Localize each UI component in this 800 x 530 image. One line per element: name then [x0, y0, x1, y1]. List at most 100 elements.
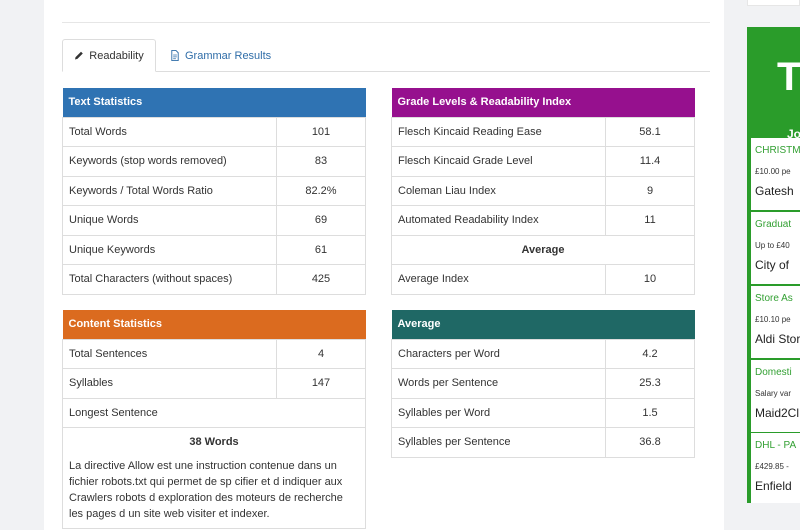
job-card[interactable]: DHL - PA £429.85 - Enfield [751, 433, 800, 503]
longest-sentence-cell: 38 Words La directive Allow est une inst… [62, 427, 366, 529]
row-value: 10 [605, 264, 695, 295]
table-row: Longest Sentence [62, 397, 366, 428]
row-label: Automated Readability Index [391, 205, 606, 236]
row-label: Characters per Word [391, 338, 606, 369]
table-row: 38 Words La directive Allow est une inst… [62, 427, 366, 529]
job-company: Maid2Cl [755, 406, 800, 420]
job-salary: £10.10 pe [755, 315, 791, 324]
longest-sentence-word-count: 38 Words [189, 436, 239, 448]
row-label: Unique Words [62, 205, 277, 236]
job-salary: £429.85 - [755, 462, 789, 471]
job-company: Gatesh [755, 184, 794, 198]
table-header: Grade Levels & Readability Index [391, 88, 695, 117]
table-header: Average [391, 310, 695, 339]
divider [62, 22, 710, 23]
row-value: 1.5 [605, 397, 695, 428]
row-value: 69 [276, 205, 366, 236]
job-card[interactable]: CHRISTM £10.00 pe Gatesh [751, 138, 800, 210]
row-label: Syllables [62, 368, 277, 399]
row-value: 4 [276, 338, 366, 369]
row-value: 11 [605, 205, 695, 236]
longest-sentence-text: La directive Allow est une instruction c… [69, 460, 343, 520]
job-company: Enfield [755, 479, 792, 493]
job-company: City of [755, 258, 790, 272]
table-row: Keywords (stop words removed) 83 [62, 146, 366, 177]
row-value: 4.2 [605, 338, 695, 369]
table-row: Automated Readability Index 11 [391, 205, 695, 236]
row-label: Words per Sentence [391, 368, 606, 399]
table-row: Average [391, 234, 695, 265]
job-title: Store As [755, 293, 793, 304]
table-row: Unique Keywords 61 [62, 234, 366, 265]
row-label: Coleman Liau Index [391, 175, 606, 206]
grade-levels-table: Grade Levels & Readability Index Flesch … [391, 88, 695, 295]
tab-readability-label: Readability [89, 49, 144, 62]
pencil-icon [75, 51, 84, 60]
job-card[interactable]: Domesti Salary var Maid2Cl [751, 360, 800, 432]
table-row: Words per Sentence 25.3 [391, 368, 695, 399]
tab-readability[interactable]: Readability [62, 39, 156, 72]
table-row: Syllables 147 [62, 368, 366, 399]
row-value: 83 [276, 146, 366, 177]
job-card[interactable]: Store As £10.10 pe Aldi Stor [751, 286, 800, 358]
main-panel: Readability Grammar Results Text Statist… [44, 0, 724, 530]
row-value: 101 [276, 116, 366, 147]
document-icon [171, 50, 179, 61]
ad-subtitle: Jo [787, 127, 800, 141]
tab-grammar-results[interactable]: Grammar Results [170, 39, 271, 72]
job-salary: Salary var [755, 389, 792, 398]
table-header: Content Statistics [62, 310, 366, 339]
row-label: Total Characters (without spaces) [62, 264, 277, 295]
row-value: 82.2% [276, 175, 366, 206]
row-label: Flesch Kincaid Reading Ease [391, 116, 606, 147]
row-value: 61 [276, 234, 366, 265]
row-label: Unique Keywords [62, 234, 277, 265]
row-label: Keywords (stop words removed) [62, 146, 277, 177]
job-card[interactable]: Graduat Up to £40 City of [751, 212, 800, 284]
longest-sentence-label: Longest Sentence [62, 397, 366, 428]
row-label: Syllables per Sentence [391, 427, 606, 458]
row-label: Keywords / Total Words Ratio [62, 175, 277, 206]
row-label: Flesch Kincaid Grade Level [391, 146, 606, 177]
job-salary: £10.00 pe [755, 167, 791, 176]
job-title: DHL - PA [755, 440, 797, 451]
row-value: 147 [276, 368, 366, 399]
row-value: 425 [276, 264, 366, 295]
row-value: 36.8 [605, 427, 695, 458]
table-row: Flesch Kincaid Reading Ease 58.1 [391, 116, 695, 147]
table-row: Characters per Word 4.2 [391, 338, 695, 369]
content-statistics-table: Content Statistics Total Sentences 4 Syll… [62, 310, 366, 529]
table-row: Keywords / Total Words Ratio 82.2% [62, 175, 366, 206]
ad-logo: To [777, 55, 800, 99]
row-value: 11.4 [605, 146, 695, 177]
table-row: Unique Words 69 [62, 205, 366, 236]
table-row: Average Index 10 [391, 264, 695, 295]
table-row: Syllables per Sentence 36.8 [391, 427, 695, 458]
job-title: Domesti [755, 367, 792, 378]
table-row: Flesch Kincaid Grade Level 11.4 [391, 146, 695, 177]
table-row: Coleman Liau Index 9 [391, 175, 695, 206]
table-row: Total Words 101 [62, 116, 366, 147]
table-row: Syllables per Word 1.5 [391, 397, 695, 428]
table-header: Text Statistics [62, 88, 366, 117]
average-table: Average Characters per Word 4.2 Words per… [391, 310, 695, 458]
row-value: 9 [605, 175, 695, 206]
tab-grammar-label: Grammar Results [185, 49, 272, 62]
table-row: Total Sentences 4 [62, 338, 366, 369]
job-title: CHRISTM [755, 145, 800, 156]
sidebar-box [747, 0, 800, 6]
text-statistics-table: Text Statistics Total Words 101 Keywords … [62, 88, 366, 295]
job-ad-panel[interactable]: To Jo CHRISTM £10.00 pe Gatesh Graduat U… [747, 27, 800, 503]
job-title: Graduat [755, 219, 792, 230]
row-label: Syllables per Word [391, 397, 606, 428]
job-salary: Up to £40 [755, 241, 790, 250]
row-label: Total Sentences [62, 338, 277, 369]
row-value: 25.3 [605, 368, 695, 399]
tab-bar: Readability Grammar Results [62, 39, 710, 72]
average-subheader: Average [391, 234, 695, 265]
row-value: 58.1 [605, 116, 695, 147]
table-row: Total Characters (without spaces) 425 [62, 264, 366, 295]
job-company: Aldi Stor [755, 332, 800, 346]
row-label: Average Index [391, 264, 606, 295]
row-label: Total Words [62, 116, 277, 147]
